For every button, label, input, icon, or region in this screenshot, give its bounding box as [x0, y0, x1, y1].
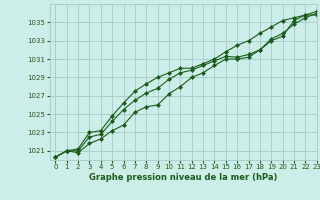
X-axis label: Graphe pression niveau de la mer (hPa): Graphe pression niveau de la mer (hPa): [89, 173, 277, 182]
